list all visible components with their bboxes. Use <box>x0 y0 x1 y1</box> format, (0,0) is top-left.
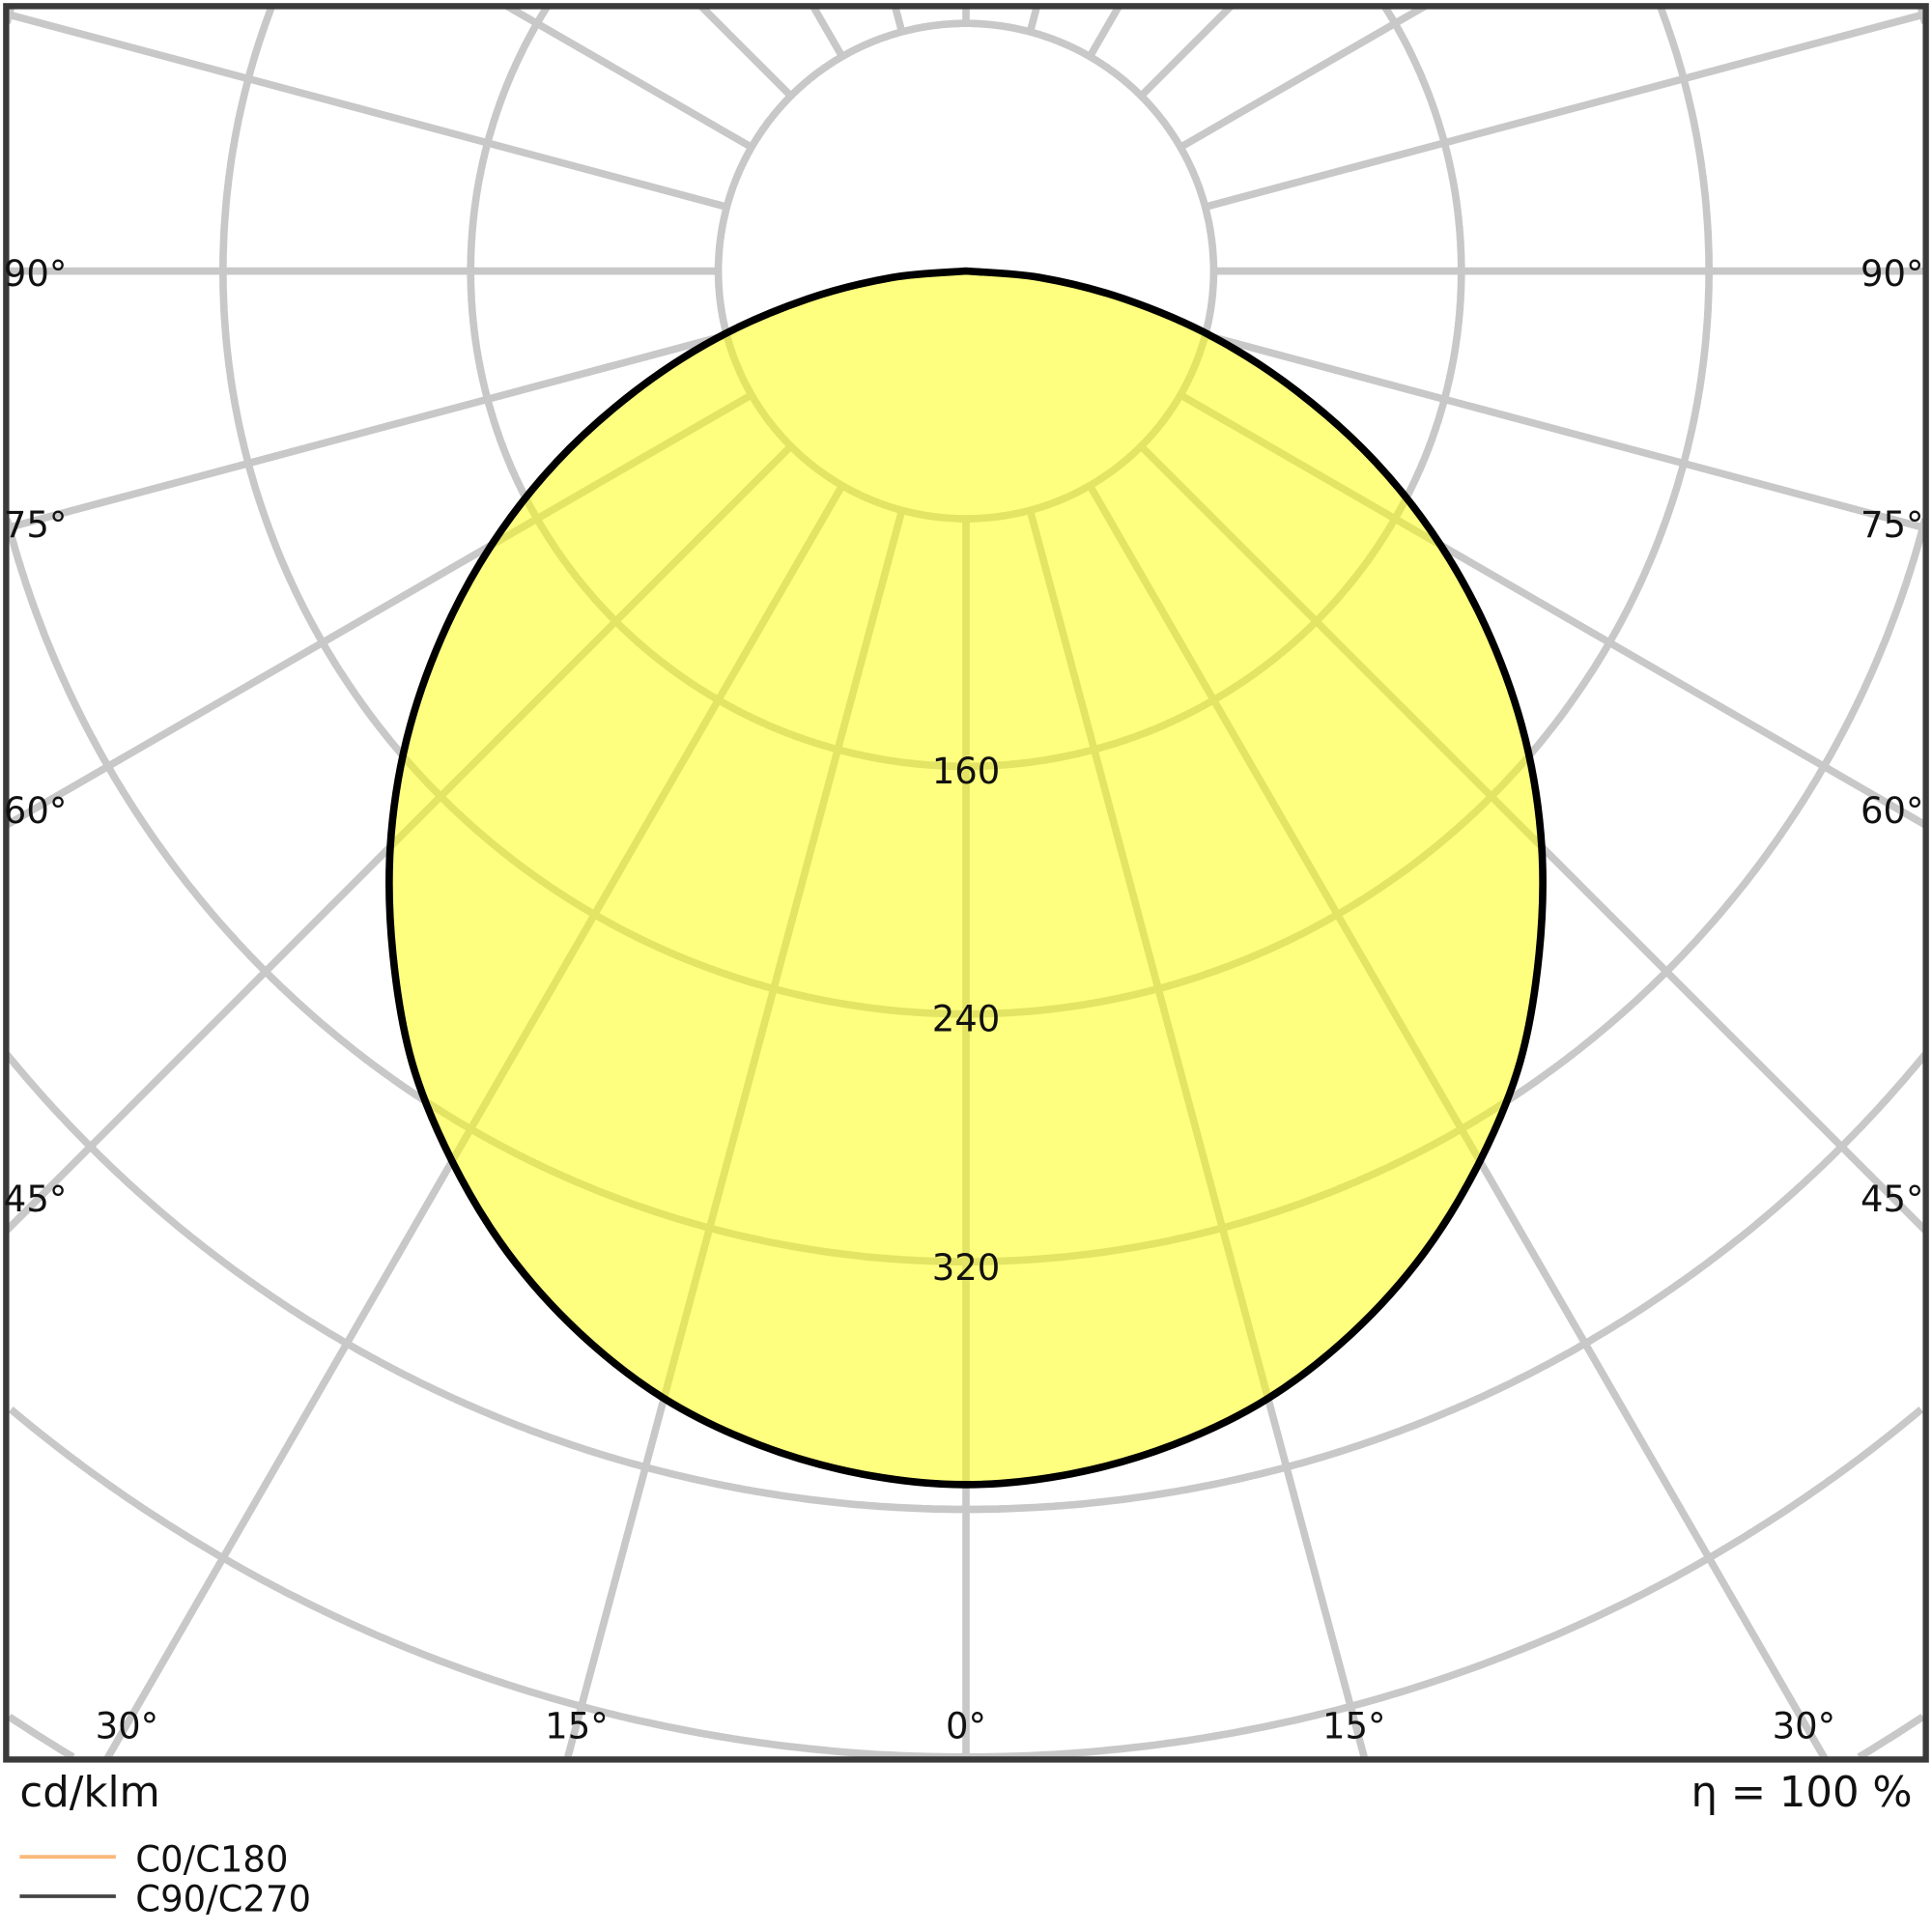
grid-spoke-240 <box>505 3 753 151</box>
angle-label-left-60: 60° <box>4 790 68 832</box>
angle-label-right-90: 90° <box>1861 253 1924 295</box>
grid-spoke-135 <box>1138 3 1234 99</box>
distribution-curves <box>385 267 1547 1489</box>
grid-spoke-150 <box>1086 4 1122 59</box>
grid-spoke-225 <box>698 3 794 99</box>
radial-label-160: 160 <box>932 751 1001 792</box>
grid-ring-560 <box>7 1713 1925 1761</box>
grid-spoke-210 <box>810 4 846 59</box>
legend-label-c0: C0/C180 <box>135 1839 288 1881</box>
angle-label-right-15: 15° <box>1322 1706 1386 1747</box>
grid-spoke-120 <box>1179 3 1427 151</box>
angle-label-right-45: 45° <box>1861 1179 1924 1220</box>
angle-label-0: 0° <box>946 1706 986 1747</box>
angle-label-right-30: 30° <box>1773 1706 1836 1747</box>
angle-label-right-75: 75° <box>1861 504 1924 546</box>
angle-label-left-45: 45° <box>4 1179 68 1220</box>
unit-label: cd/klm <box>19 1769 159 1817</box>
grid-spoke-75 <box>1204 331 1927 532</box>
radial-label-240: 240 <box>932 999 1001 1040</box>
angle-label-left-75: 75° <box>4 504 68 546</box>
angle-label-left-90: 90° <box>4 253 68 295</box>
grid-spoke-195 <box>891 5 906 33</box>
efficiency-label: η = 100 % <box>1690 1769 1912 1817</box>
angle-label-left-30: 30° <box>96 1706 159 1747</box>
distribution-fill <box>388 270 1544 1485</box>
grid-spoke-285 <box>5 331 728 532</box>
angle-label-right-60: 60° <box>1861 790 1924 832</box>
grid-spoke-105 <box>1204 10 1927 211</box>
grid-ring-480 <box>8 1406 1924 1761</box>
grid-ring-400 <box>4 1052 1928 1514</box>
legend-label-c90: C90/C270 <box>135 1878 311 1919</box>
plot-frame <box>3 3 1929 1763</box>
radial-label-320: 320 <box>932 1247 1001 1289</box>
angle-label-left-15: 15° <box>545 1706 609 1747</box>
grid-spoke-165 <box>1026 5 1041 33</box>
curve-c90-c270 <box>385 267 1547 1489</box>
grid-spoke-255 <box>5 10 728 211</box>
